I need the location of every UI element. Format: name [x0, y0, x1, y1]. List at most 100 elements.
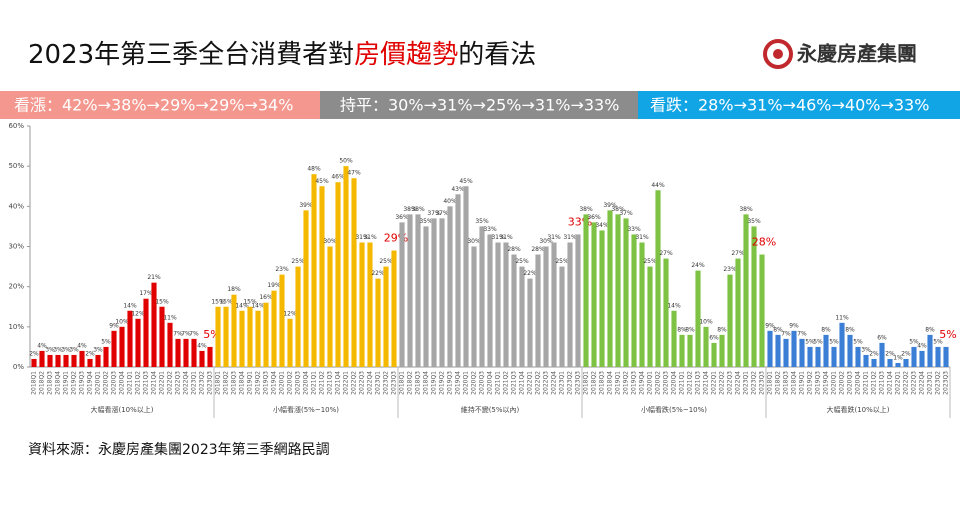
- x-tick-label: 2019Q1: [799, 371, 806, 395]
- x-tick-label: 2021Q4: [887, 371, 894, 395]
- logo-icon: [763, 39, 793, 69]
- data-label: 7%: [173, 330, 183, 337]
- data-label: 7%: [797, 330, 807, 337]
- data-label: 4%: [197, 342, 207, 349]
- data-label: 31%: [547, 234, 561, 241]
- x-tick-label: 2023Q1: [375, 371, 382, 395]
- y-tick-label: 10%: [8, 323, 24, 331]
- x-tick-label: 2018Q1: [583, 371, 590, 395]
- x-tick-label: 2018Q1: [399, 371, 406, 395]
- bar: [527, 278, 533, 367]
- data-label: 36%: [587, 214, 601, 221]
- x-tick-label: 2021Q1: [679, 371, 686, 395]
- x-tick-label: 2021Q4: [151, 371, 158, 395]
- x-tick-label: 2021Q2: [503, 371, 510, 395]
- data-label: 35%: [419, 218, 433, 225]
- x-tick-label: 2019Q2: [623, 371, 630, 395]
- bar: [583, 214, 589, 367]
- data-label: 5%: [805, 338, 815, 345]
- bar: [223, 306, 229, 367]
- data-label: 23%: [723, 266, 737, 273]
- data-label: 22%: [371, 270, 385, 277]
- x-tick-label: 2019Q2: [439, 371, 446, 395]
- bar: [655, 190, 661, 367]
- x-tick-label: 2022Q1: [159, 371, 166, 395]
- bar: [375, 278, 381, 367]
- bar: [455, 194, 461, 367]
- x-tick-label: 2020Q2: [287, 371, 294, 395]
- x-tick-label: 2022Q1: [343, 371, 350, 395]
- data-label: 6%: [877, 334, 887, 341]
- data-label: 43%: [451, 186, 465, 193]
- data-label: 8%: [773, 326, 783, 333]
- data-label: 34%: [595, 222, 609, 229]
- bar: [303, 210, 309, 367]
- bar: [479, 226, 485, 367]
- bar: [71, 354, 77, 367]
- x-tick-label: 2018Q1: [31, 371, 38, 395]
- data-label: 3%: [45, 346, 55, 353]
- data-label: 23%: [275, 266, 289, 273]
- data-label: 39%: [299, 202, 313, 209]
- data-label: 31%: [499, 234, 513, 241]
- data-label: 5%: [933, 338, 943, 345]
- data-label: 3%: [61, 346, 71, 353]
- data-label: 5%: [853, 338, 863, 345]
- bar: [711, 342, 717, 367]
- bar: [695, 270, 701, 367]
- title-highlight: 房價趨勢: [354, 40, 458, 70]
- bar: [703, 326, 709, 367]
- data-label: 45%: [315, 178, 329, 185]
- data-label: 3%: [861, 346, 871, 353]
- data-label: 28%: [507, 246, 521, 253]
- data-label: 5%: [909, 338, 919, 345]
- x-tick-label: 2020Q4: [855, 371, 862, 395]
- bar: [591, 222, 597, 367]
- bar: [391, 250, 397, 367]
- data-label: 9%: [765, 322, 775, 329]
- data-label: 8%: [821, 326, 831, 333]
- data-label: 30%: [323, 238, 337, 245]
- data-label: 25%: [555, 258, 569, 265]
- bar: [839, 322, 845, 367]
- group-label: 大幅看漲(10%以上): [90, 405, 153, 414]
- data-label: 17%: [139, 290, 153, 297]
- x-tick-label: 2020Q4: [487, 371, 494, 395]
- x-tick-label: 2019Q4: [455, 371, 462, 395]
- bar: [55, 354, 61, 367]
- bar: [743, 214, 749, 367]
- bar: [311, 174, 317, 367]
- bar: [63, 354, 69, 367]
- x-tick-label: 2022Q1: [527, 371, 534, 395]
- bar: [95, 354, 101, 367]
- bar: [207, 346, 213, 367]
- bar: [567, 242, 573, 367]
- x-tick-label: 2022Q2: [903, 371, 910, 395]
- data-label: 3%: [53, 346, 63, 353]
- bar: [159, 306, 165, 367]
- x-tick-label: 2023Q2: [751, 371, 758, 395]
- data-label: 8%: [685, 326, 695, 333]
- data-label: 15%: [155, 298, 169, 305]
- x-tick-label: 2020Q4: [119, 371, 126, 395]
- x-tick-label: 2022Q4: [367, 371, 374, 395]
- banner-text: 看漲：42%→38%→29%→29%→34%: [14, 96, 293, 115]
- bar: [663, 258, 669, 367]
- data-label: 18%: [227, 286, 241, 293]
- x-tick-label: 2018Q3: [415, 371, 422, 395]
- bar: [295, 266, 301, 367]
- data-label: 16%: [259, 294, 273, 301]
- bar: [143, 298, 149, 367]
- x-tick-label: 2020Q4: [303, 371, 310, 395]
- x-tick-label: 2023Q3: [575, 371, 582, 395]
- data-label: 38%: [411, 206, 425, 213]
- data-label: 14%: [123, 302, 137, 309]
- x-tick-label: 2022Q4: [735, 371, 742, 395]
- x-tick-label: 2019Q2: [807, 371, 814, 395]
- x-tick-label: 2022Q2: [719, 371, 726, 395]
- x-tick-label: 2022Q4: [183, 371, 190, 395]
- bar: [175, 338, 181, 367]
- data-label: 2%: [885, 350, 895, 357]
- bar: [887, 358, 893, 367]
- x-tick-label: 2021Q3: [879, 371, 886, 395]
